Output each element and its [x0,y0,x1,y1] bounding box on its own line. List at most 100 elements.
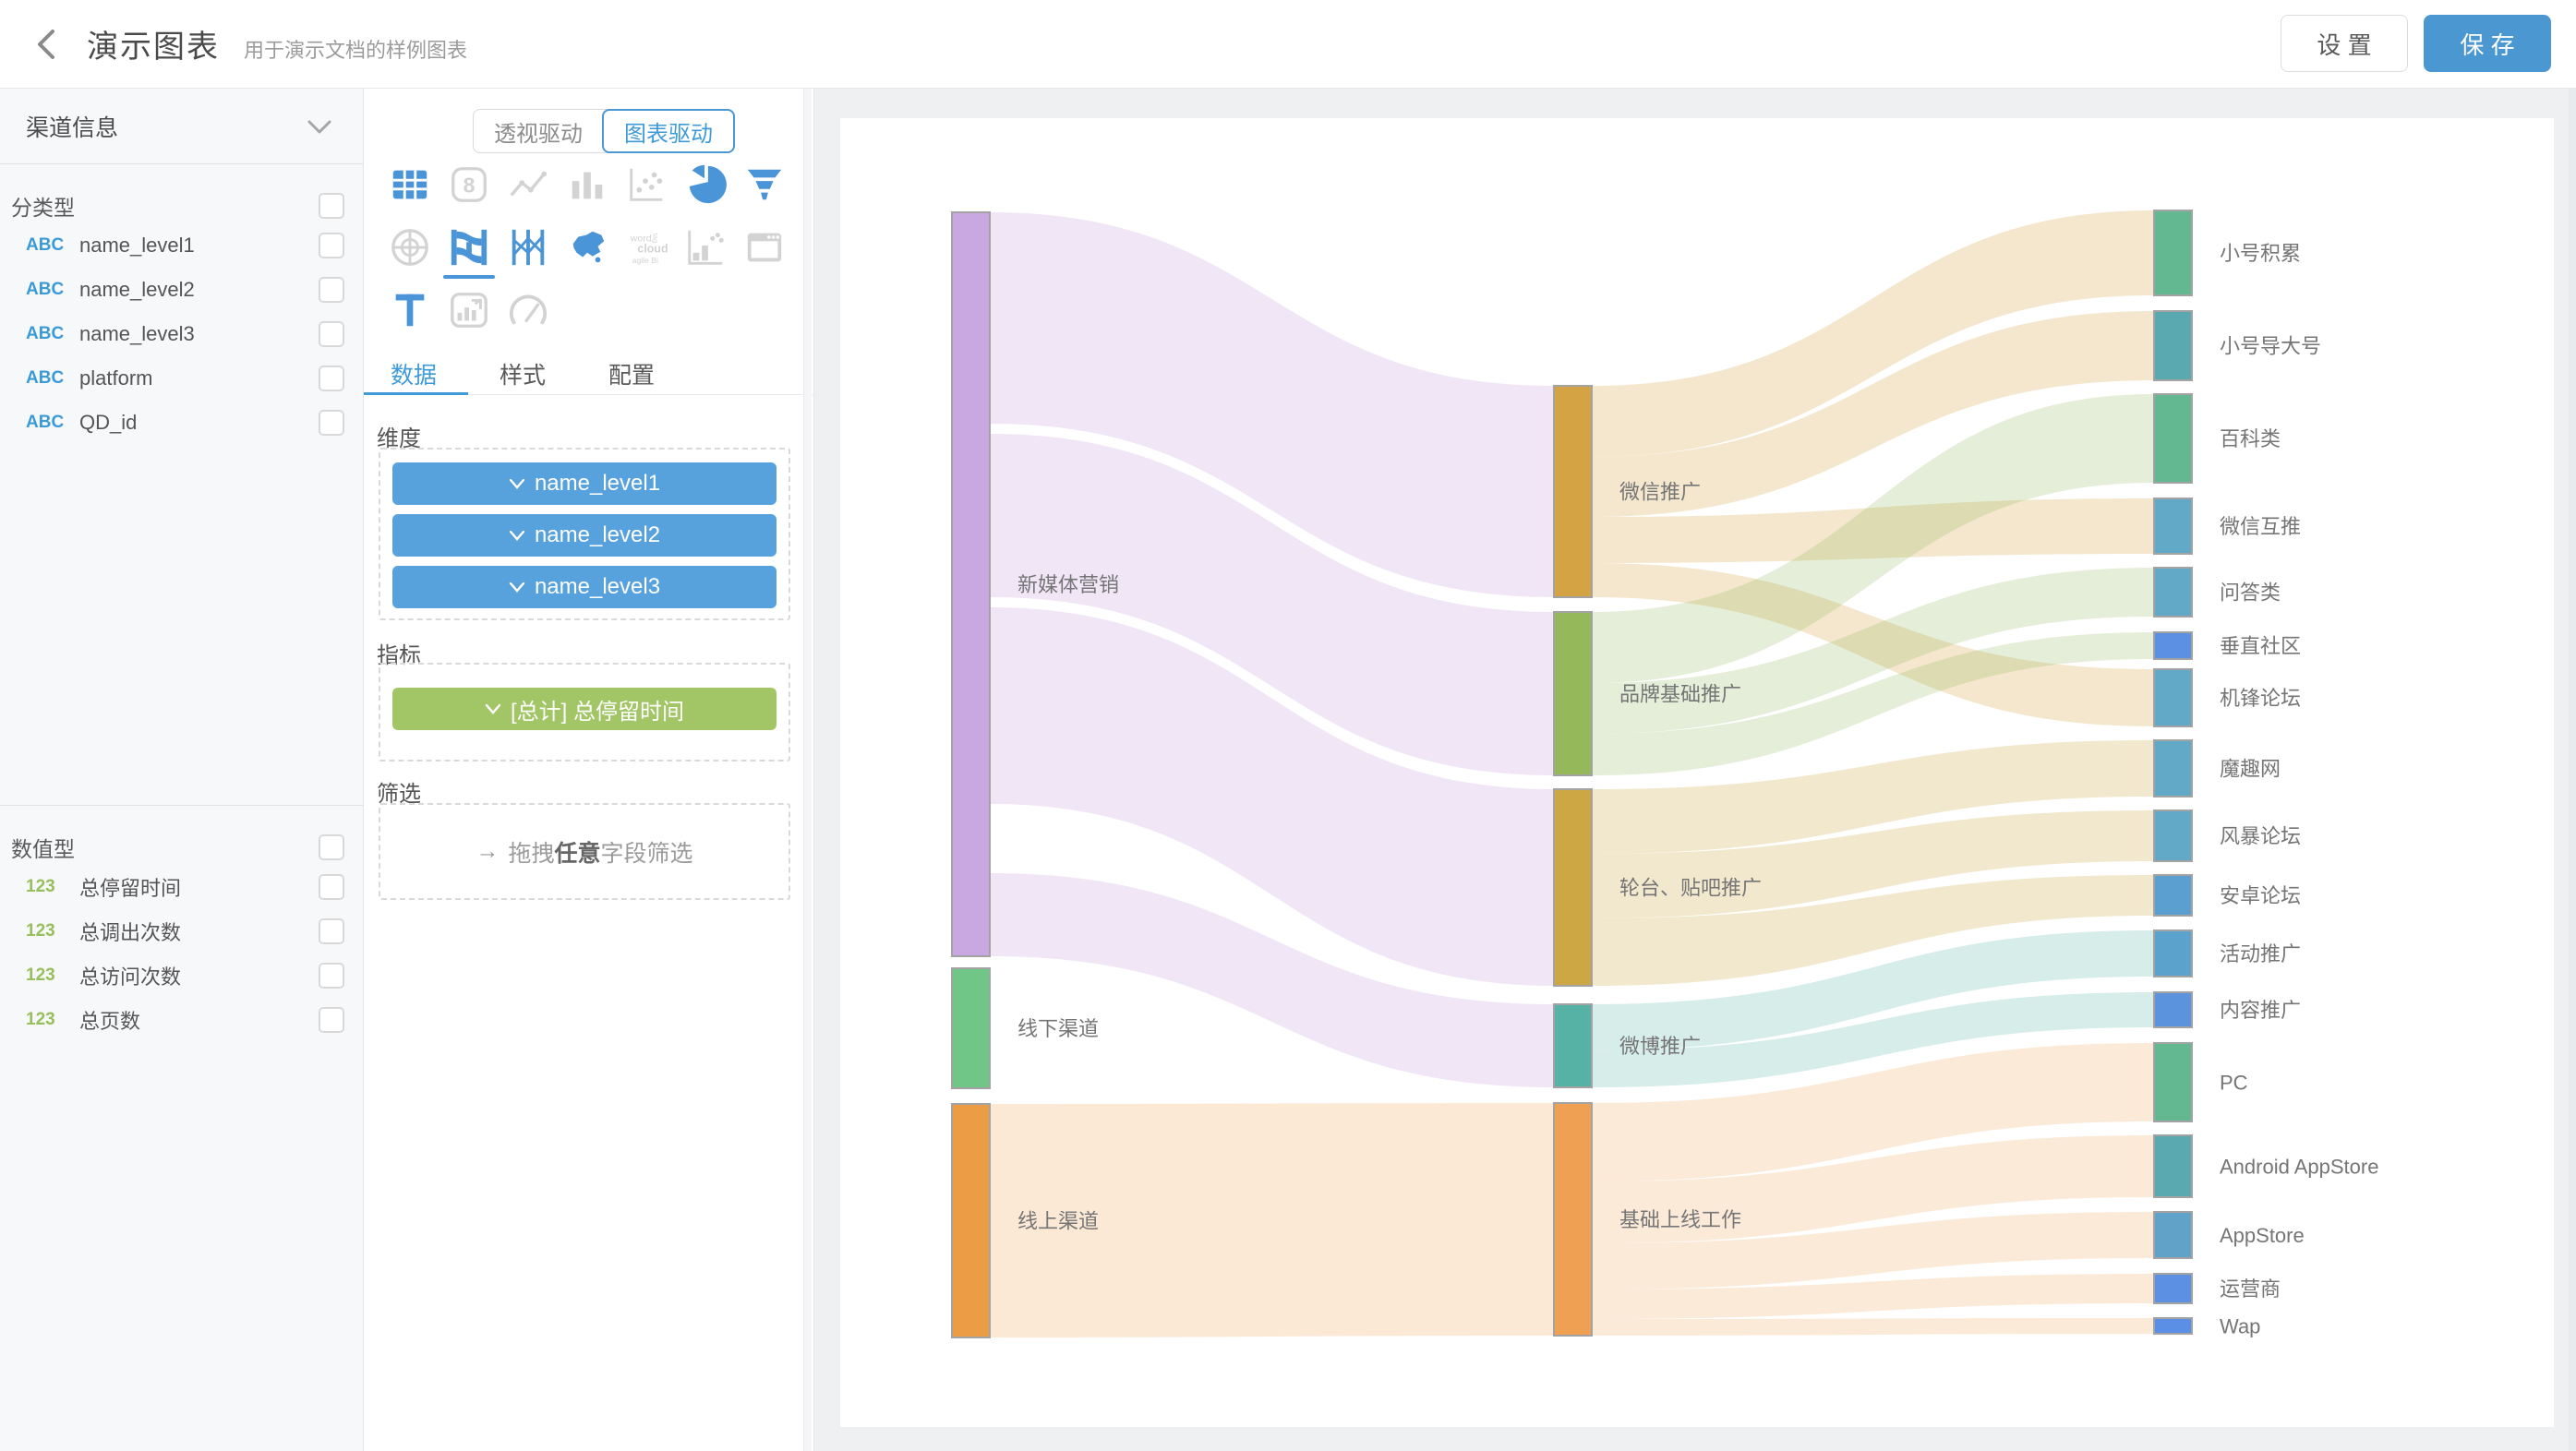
sankey-link[interactable] [1592,1043,2154,1181]
sankey-link[interactable] [1592,563,2154,726]
dimension-pill[interactable]: name_level1 [392,462,776,505]
sankey-link[interactable] [1592,875,2154,986]
line-chart-icon[interactable] [499,153,558,216]
field-item[interactable]: 123 总访问次数 [0,953,363,998]
sankey-node[interactable] [2153,1042,2193,1122]
metric-pill[interactable]: [总计] 总停留时间 [392,688,776,730]
sankey-node[interactable] [2153,393,2193,484]
sankey-link[interactable] [990,212,1554,597]
checkbox[interactable] [319,233,344,258]
back-button[interactable] [28,26,65,63]
text-chart-icon[interactable] [380,279,439,342]
funnel-chart-icon[interactable] [735,153,794,216]
sankey-link[interactable] [990,873,1554,1087]
sankey-node[interactable] [2153,668,2193,727]
sankey-node[interactable] [2153,874,2193,917]
sankey-link[interactable] [1592,1274,2154,1319]
sankey-node[interactable] [951,1103,991,1338]
tab-data[interactable]: 数据 [391,362,438,389]
sankey-link[interactable] [1592,568,2154,734]
iframe-chart-icon[interactable] [735,216,794,279]
richtext-chart-icon[interactable] [439,279,499,342]
sankey-node[interactable] [2153,1317,2193,1335]
settings-button[interactable]: 设 置 [2281,15,2408,72]
gauge-chart-icon[interactable] [499,279,558,342]
radar-chart-icon[interactable] [380,216,439,279]
sankey-node[interactable] [1553,385,1593,598]
sankey-link[interactable] [1592,632,2154,775]
dimension-pill[interactable]: name_level3 [392,566,776,608]
field-item[interactable]: ABC platform [0,356,363,401]
sankey-link[interactable] [1592,1318,2154,1336]
checkbox[interactable] [319,410,344,436]
sankey-node[interactable] [2153,1273,2193,1304]
sankey-link[interactable] [1592,740,2154,854]
mode-option[interactable]: 透视驱动 [494,121,583,147]
mode-toggle[interactable]: 透视驱动 图表驱动 [473,109,735,153]
field-item[interactable]: 123 总停留时间 [0,865,363,909]
sankey-node[interactable] [951,967,991,1089]
bar-chart-icon[interactable] [558,153,617,216]
checkbox[interactable] [319,277,344,303]
sankey-link[interactable] [1592,992,2154,1087]
select-all-checkbox[interactable] [319,834,344,860]
sankey-node[interactable] [1553,611,1593,776]
sankey-node[interactable] [951,211,991,957]
checkbox[interactable] [319,1007,344,1033]
sankey-node[interactable] [2153,631,2193,660]
field-item[interactable]: ABC QD_id [0,401,363,445]
sankey-link[interactable] [1592,930,2154,1050]
dimension-dropzone[interactable]: name_level1 name_level2 name_level3 [379,448,790,620]
sankey-node[interactable] [2153,809,2193,862]
select-all-checkbox[interactable] [319,193,344,219]
dataset-selector[interactable]: 渠道信息 [0,89,363,164]
pie-chart-icon[interactable] [676,153,735,216]
sankey-node[interactable] [1553,1102,1593,1337]
sankey-link[interactable] [1592,810,2154,918]
sankey-link[interactable] [990,607,1554,986]
sankey-link[interactable] [1592,311,2154,517]
sankey-node[interactable] [2153,929,2193,977]
sankey-node[interactable] [2153,310,2193,381]
sankey-node[interactable] [2153,1211,2193,1259]
checkbox[interactable] [319,874,344,900]
wordcloud-chart-icon[interactable]: word cloud agile Bi tag [617,216,676,279]
sankey-chart-icon[interactable] [439,216,499,279]
sankey-node[interactable] [2153,498,2193,555]
parallel-chart-icon[interactable] [499,216,558,279]
panel-scrollbar[interactable] [803,89,812,1451]
field-item[interactable]: ABC name_level2 [0,268,363,312]
sankey-node[interactable] [2153,739,2193,797]
sankey-node[interactable] [2153,567,2193,618]
sankey-node[interactable] [2153,991,2193,1028]
field-item[interactable]: 123 总页数 [0,998,363,1042]
dimension-pill[interactable]: name_level2 [392,514,776,557]
mode-option[interactable]: 图表驱动 [602,109,735,153]
map-chart-icon[interactable] [558,216,617,279]
field-item[interactable]: 123 总调出次数 [0,909,363,953]
sankey-node[interactable] [1553,788,1593,987]
checkbox[interactable] [319,321,344,347]
checkbox[interactable] [319,918,344,944]
sankey-link[interactable] [1592,498,2154,563]
sankey-node[interactable] [2153,1134,2193,1198]
sankey-link[interactable] [990,434,1554,775]
sankey-link[interactable] [1592,1135,2154,1243]
metric-dropzone[interactable]: [总计] 总停留时间 [379,663,790,761]
save-button[interactable]: 保 存 [2424,15,2551,72]
checkbox[interactable] [319,963,344,989]
table-icon[interactable] [380,153,439,216]
scatter-chart-icon[interactable] [617,153,676,216]
checkbox[interactable] [319,366,344,391]
field-item[interactable]: ABC name_level1 [0,223,363,268]
page-scrollbar[interactable] [2569,89,2576,1451]
sankey-link[interactable] [1592,210,2154,457]
sankey-link[interactable] [1592,1212,2154,1289]
tab-config[interactable]: 配置 [608,362,656,389]
sankey-link[interactable] [1592,394,2154,683]
sankey-node[interactable] [2153,210,2193,296]
field-item[interactable]: ABC name_level3 [0,312,363,356]
waterfall-chart-icon[interactable] [676,216,735,279]
sankey-node[interactable] [1553,1003,1593,1088]
kpi-number-icon[interactable]: 8 [439,153,499,216]
